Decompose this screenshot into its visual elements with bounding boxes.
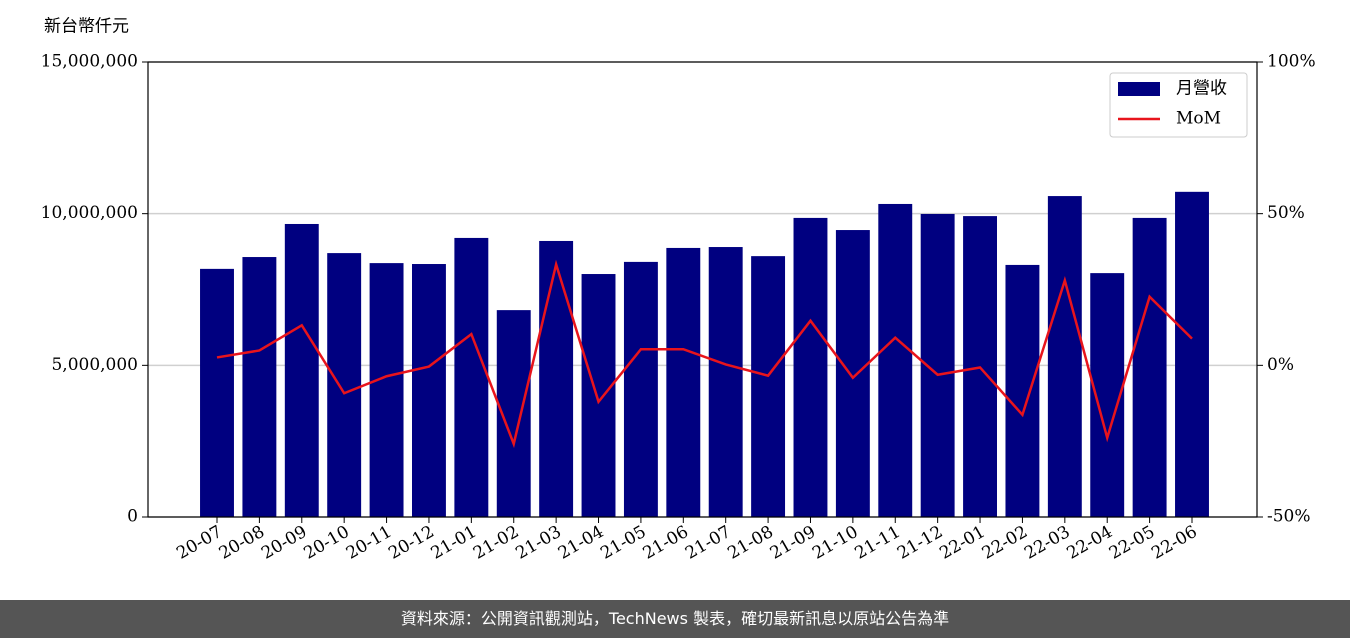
x-tick-label: 21-12 bbox=[894, 522, 946, 564]
y2-tick-label: -50% bbox=[1267, 507, 1311, 527]
bar bbox=[454, 237, 489, 517]
x-tick-label: 22-05 bbox=[1106, 522, 1158, 564]
bar bbox=[1005, 264, 1040, 517]
x-tick-label: 21-06 bbox=[640, 522, 692, 564]
bar bbox=[708, 247, 743, 518]
legend-label: MoM bbox=[1176, 109, 1221, 129]
x-tick-label: 21-02 bbox=[470, 522, 522, 564]
x-tick-label: 20-08 bbox=[216, 522, 268, 564]
bar bbox=[412, 264, 446, 517]
bar bbox=[878, 203, 913, 517]
x-tick-label: 22-03 bbox=[1021, 522, 1073, 564]
legend-label: 月營收 bbox=[1176, 79, 1227, 99]
bar bbox=[242, 257, 277, 517]
y2-tick-label: 0% bbox=[1267, 355, 1294, 375]
bar bbox=[327, 253, 362, 517]
x-tick-label: 20-09 bbox=[258, 522, 310, 564]
legend-swatch bbox=[1118, 82, 1160, 96]
bar bbox=[581, 274, 616, 517]
x-tick-label: 20-11 bbox=[343, 522, 395, 564]
bar bbox=[369, 263, 404, 517]
footer: 資料來源：公開資訊觀測站，TechNews 製表，確切最新訊息以原站公告為準 bbox=[0, 600, 1350, 638]
x-tick-label: 20-10 bbox=[300, 522, 352, 564]
bar bbox=[666, 247, 701, 517]
y-tick-label: 15,000,000 bbox=[41, 52, 138, 72]
bar bbox=[793, 217, 828, 517]
y2-tick-label: 50% bbox=[1267, 203, 1305, 223]
bar bbox=[751, 256, 786, 517]
x-tick-label: 21-08 bbox=[724, 522, 776, 564]
bar bbox=[284, 223, 319, 518]
x-tick-label: 21-09 bbox=[767, 522, 819, 564]
x-tick-label: 20-12 bbox=[385, 522, 437, 564]
x-tick-label: 21-01 bbox=[428, 522, 480, 564]
x-tick-label: 21-10 bbox=[809, 522, 861, 564]
bar bbox=[200, 268, 234, 517]
x-tick-label: 21-03 bbox=[512, 522, 564, 564]
plot-frame bbox=[147, 61, 1258, 518]
x-tick-label: 21-07 bbox=[682, 522, 734, 564]
chart: 新台幣仟元 0 5,000,000 10,000,000 15,000,000 -50%… bbox=[41, 17, 1316, 564]
y-tick-label: 5,000,000 bbox=[51, 355, 138, 375]
bar bbox=[1047, 196, 1082, 517]
bar bbox=[1132, 217, 1167, 517]
x-tick-label: 22-04 bbox=[1064, 522, 1116, 564]
line bbox=[216, 259, 1193, 449]
x-tick-label: 20-07 bbox=[173, 522, 225, 564]
legend: 月營收 MoM bbox=[1109, 72, 1248, 138]
y-tick-label: 10,000,000 bbox=[41, 203, 138, 223]
bar bbox=[623, 261, 658, 517]
bar bbox=[539, 240, 574, 517]
x-tick-label: 21-11 bbox=[852, 522, 904, 564]
y-axis-label: 新台幣仟元 bbox=[44, 17, 129, 37]
y2-tick-label: 100% bbox=[1267, 52, 1316, 72]
x-tick-label: 22-02 bbox=[979, 522, 1031, 564]
bar bbox=[835, 230, 870, 517]
y-tick-label: 0 bbox=[127, 507, 138, 527]
x-tick-label: 21-05 bbox=[597, 522, 649, 564]
bar bbox=[1175, 191, 1209, 517]
x-tick-label: 22-01 bbox=[936, 522, 988, 564]
x-tick-label: 22-06 bbox=[1148, 522, 1200, 564]
x-tick-label: 21-04 bbox=[555, 522, 607, 564]
